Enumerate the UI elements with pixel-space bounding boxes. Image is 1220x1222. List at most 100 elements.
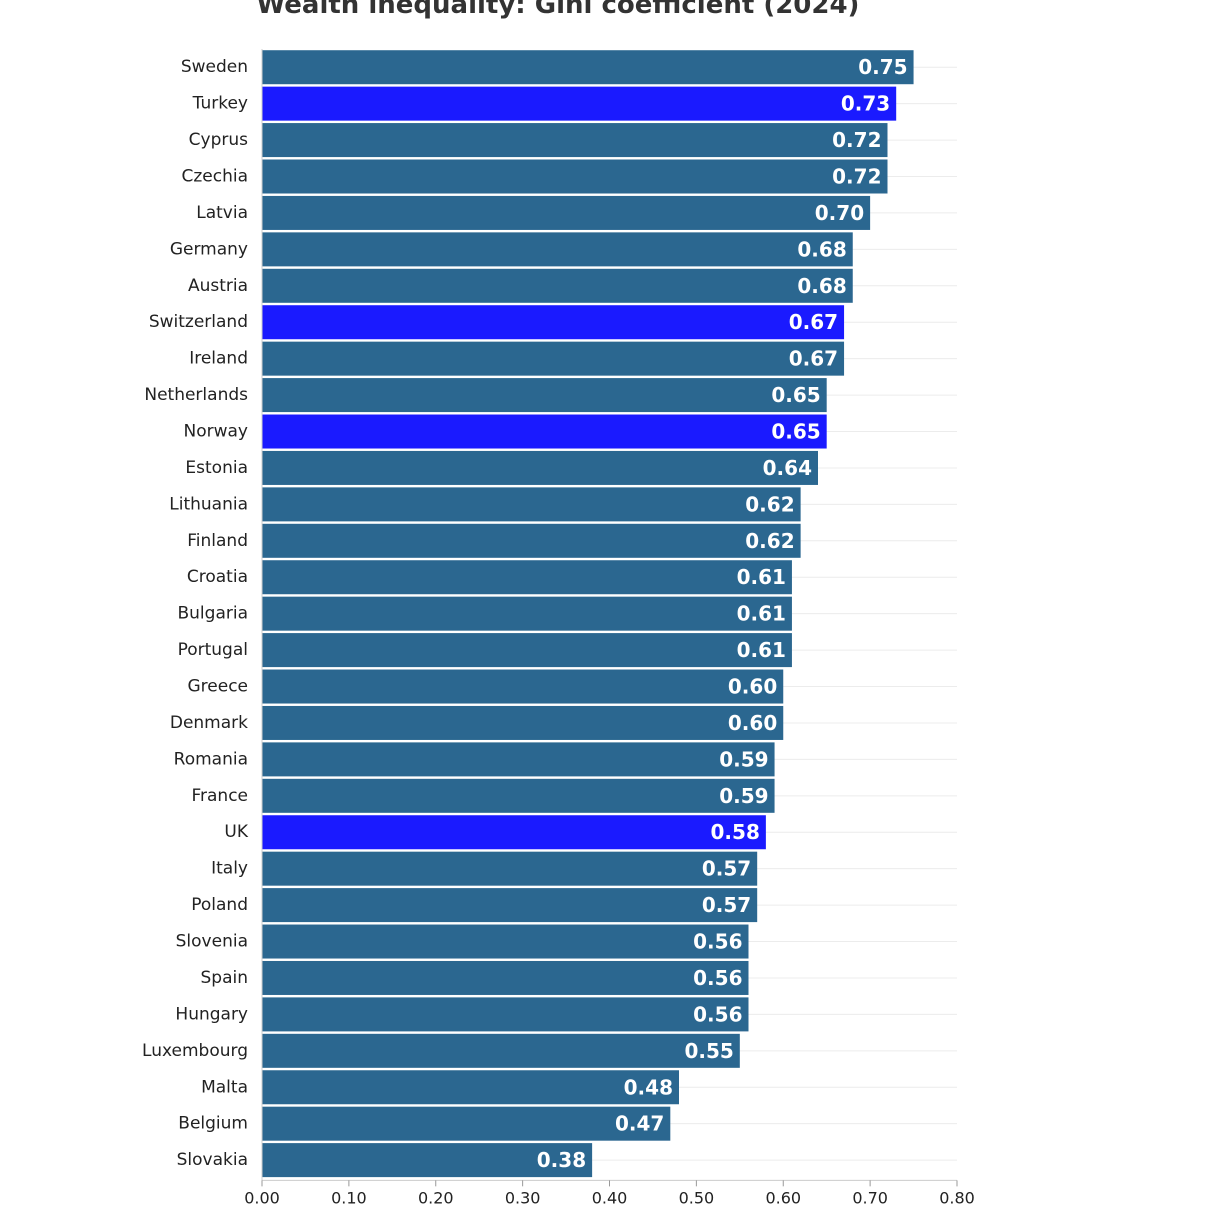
data-label: 0.60 [728,711,777,735]
category-label: Norway [184,422,249,442]
bar [262,669,784,704]
bar [262,268,853,303]
bar [262,778,775,813]
category-label: Belgium [178,1114,248,1134]
data-label: 0.57 [702,857,751,881]
x-tick-label: 0.20 [418,1188,454,1207]
data-label: 0.59 [719,784,768,808]
data-label: 0.64 [763,456,812,480]
data-label: 0.61 [737,565,786,589]
category-label: Spain [201,968,249,988]
category-label: Slovenia [176,932,248,952]
data-label: 0.55 [684,1039,733,1063]
bar [262,924,749,959]
bar [262,888,758,923]
data-label: 0.47 [615,1112,664,1136]
bar [262,305,845,340]
category-label: Cyprus [189,130,248,150]
category-label: Finland [187,531,248,551]
x-tick-label: 0.40 [592,1188,628,1207]
data-label: 0.59 [719,747,768,771]
data-label: 0.68 [797,237,846,261]
data-label: 0.62 [745,492,794,516]
bar [262,123,888,158]
bar [262,851,758,886]
data-label: 0.67 [789,310,838,334]
data-label: 0.56 [693,966,742,990]
category-label: Sweden [181,57,248,77]
category-label: Czechia [181,167,248,187]
x-tick-label: 0.00 [244,1188,280,1207]
chart-title: Wealth inequality: Gini coefficient (202… [256,0,860,20]
category-label: Austria [188,276,248,296]
bar [262,1143,593,1178]
data-label: 0.57 [702,893,751,917]
bars [262,50,914,1178]
bar [262,341,845,376]
category-label: Latvia [196,203,248,223]
data-label: 0.73 [841,92,890,116]
data-label: 0.58 [711,820,760,844]
category-label: Croatia [187,567,248,587]
data-label: 0.56 [693,1002,742,1026]
bar [262,596,792,631]
category-label: Estonia [185,458,248,478]
bar [262,997,749,1032]
data-label: 0.68 [797,274,846,298]
bar [262,742,775,777]
bar [262,195,871,230]
data-label: 0.62 [745,529,794,553]
data-label: 0.65 [771,383,820,407]
data-label: 0.38 [537,1148,586,1172]
data-label: 0.75 [858,55,907,79]
bar [262,523,801,558]
bar [262,1070,679,1105]
category-label: Ireland [189,349,248,369]
bar [262,560,792,595]
category-label: Switzerland [149,312,248,332]
bar [262,705,784,740]
bar [262,86,897,121]
category-label: Malta [201,1077,248,1097]
category-label: Bulgaria [178,604,249,624]
x-tick-label: 0.80 [939,1188,975,1207]
bar [262,960,749,995]
category-label: Luxembourg [142,1041,248,1061]
data-label: 0.60 [728,675,777,699]
x-axis: 0.00 0.10 0.20 0.30 0.40 0.50 0.60 0.70 0.80 [244,49,975,1207]
category-label: Portugal [178,640,248,660]
x-tick-label: 0.60 [765,1188,801,1207]
data-label: 0.61 [737,638,786,662]
x-tick-label: 0.10 [331,1188,367,1207]
category-label: Denmark [170,713,248,733]
bar [262,450,818,485]
category-label: Romania [174,749,248,769]
data-labels: 0.75 0.73 0.72 0.72 0.70 0.68 0.68 0.67 0.67 0.65… [537,55,908,1172]
category-label: Lithuania [169,494,248,514]
x-tick-label: 0.70 [852,1188,888,1207]
bar [262,50,914,85]
data-label: 0.67 [789,347,838,371]
data-label: 0.48 [624,1075,673,1099]
category-label: Germany [170,239,248,259]
data-label: 0.56 [693,930,742,954]
category-label: UK [224,822,248,842]
bar [262,378,827,413]
bar [262,232,853,267]
bar [262,414,827,449]
bar [262,159,888,194]
category-label: Greece [187,677,248,697]
bar [262,633,792,668]
data-label: 0.61 [737,602,786,626]
category-label: Turkey [192,94,248,114]
x-tick-label: 0.50 [679,1188,715,1207]
category-label: Netherlands [144,385,248,405]
category-label: France [191,786,248,806]
data-label: 0.72 [832,128,881,152]
category-label: Hungary [175,1004,248,1024]
data-label: 0.65 [771,420,820,444]
data-label: 0.72 [832,165,881,189]
x-tick-label: 0.30 [505,1188,541,1207]
bar [262,1106,671,1141]
